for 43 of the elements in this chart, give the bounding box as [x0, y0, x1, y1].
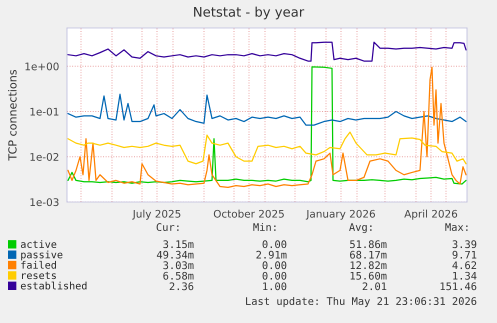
- y-axis-title: TCP connections: [8, 70, 17, 161]
- x-tick-label: January 2026: [306, 210, 375, 220]
- text: 1.34: [453, 272, 477, 280]
- legend-label: active: [20, 240, 56, 248]
- text: 3.03m: [163, 261, 194, 270]
- text: 0.00: [262, 240, 286, 248]
- text: 6.58m: [163, 272, 194, 280]
- text: 4.62: [452, 261, 476, 270]
- y-tick-label: 1e+00: [25, 62, 59, 70]
- line-series: [67, 132, 467, 164]
- text: 2.91m: [256, 250, 287, 259]
- text: 0.00: [262, 261, 286, 270]
- y-tick-label: 1e-02: [30, 152, 58, 161]
- text: 0.00: [262, 272, 286, 280]
- line-series: [67, 42, 467, 62]
- text: 51.86m: [350, 240, 387, 248]
- text: 1.00: [263, 282, 286, 290]
- text: 3.15m: [163, 240, 194, 248]
- line-series: [67, 94, 467, 126]
- text: 12.82m: [350, 261, 387, 270]
- y-tick-label: 1e-01: [30, 108, 58, 116]
- legend-label: resets: [22, 272, 56, 280]
- legend-label: failed: [21, 260, 56, 269]
- text: 151.46: [440, 282, 476, 290]
- text: Avg:: [349, 223, 372, 234]
- text: Min:: [253, 222, 276, 231]
- chart-title: Netstat - by year: [194, 6, 304, 20]
- text: Cur:: [156, 223, 178, 232]
- x-tick-label: July 2025: [132, 210, 180, 220]
- legend-label: established: [20, 282, 86, 290]
- text: 2.36: [170, 282, 194, 290]
- text: 2.01: [362, 282, 386, 290]
- text: 68.17m: [350, 250, 387, 259]
- text: Last update: Thu May 21 23:06:31 2026: [246, 296, 476, 308]
- text: 49.34m: [156, 250, 194, 259]
- text: 3.39: [452, 240, 476, 248]
- text: 15.60m: [350, 272, 387, 280]
- legend-label: passive: [21, 250, 62, 260]
- text: Max:: [445, 223, 468, 232]
- y-tick-label: 1e-03: [30, 198, 59, 206]
- x-tick-label: April 2026: [404, 210, 458, 220]
- text: 9.71: [452, 250, 476, 259]
- x-tick-label: October 2025: [214, 210, 284, 218]
